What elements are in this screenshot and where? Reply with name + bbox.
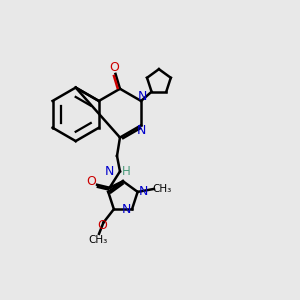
Text: CH₃: CH₃	[153, 184, 172, 194]
Text: N: N	[136, 124, 146, 137]
Text: CH₃: CH₃	[88, 236, 107, 245]
Text: N: N	[122, 203, 131, 216]
Text: N: N	[138, 185, 148, 198]
Text: O: O	[86, 175, 96, 188]
Text: H: H	[122, 165, 131, 178]
Text: N: N	[138, 90, 147, 103]
Text: N: N	[105, 165, 115, 178]
Text: O: O	[97, 219, 107, 232]
Text: O: O	[109, 61, 119, 74]
